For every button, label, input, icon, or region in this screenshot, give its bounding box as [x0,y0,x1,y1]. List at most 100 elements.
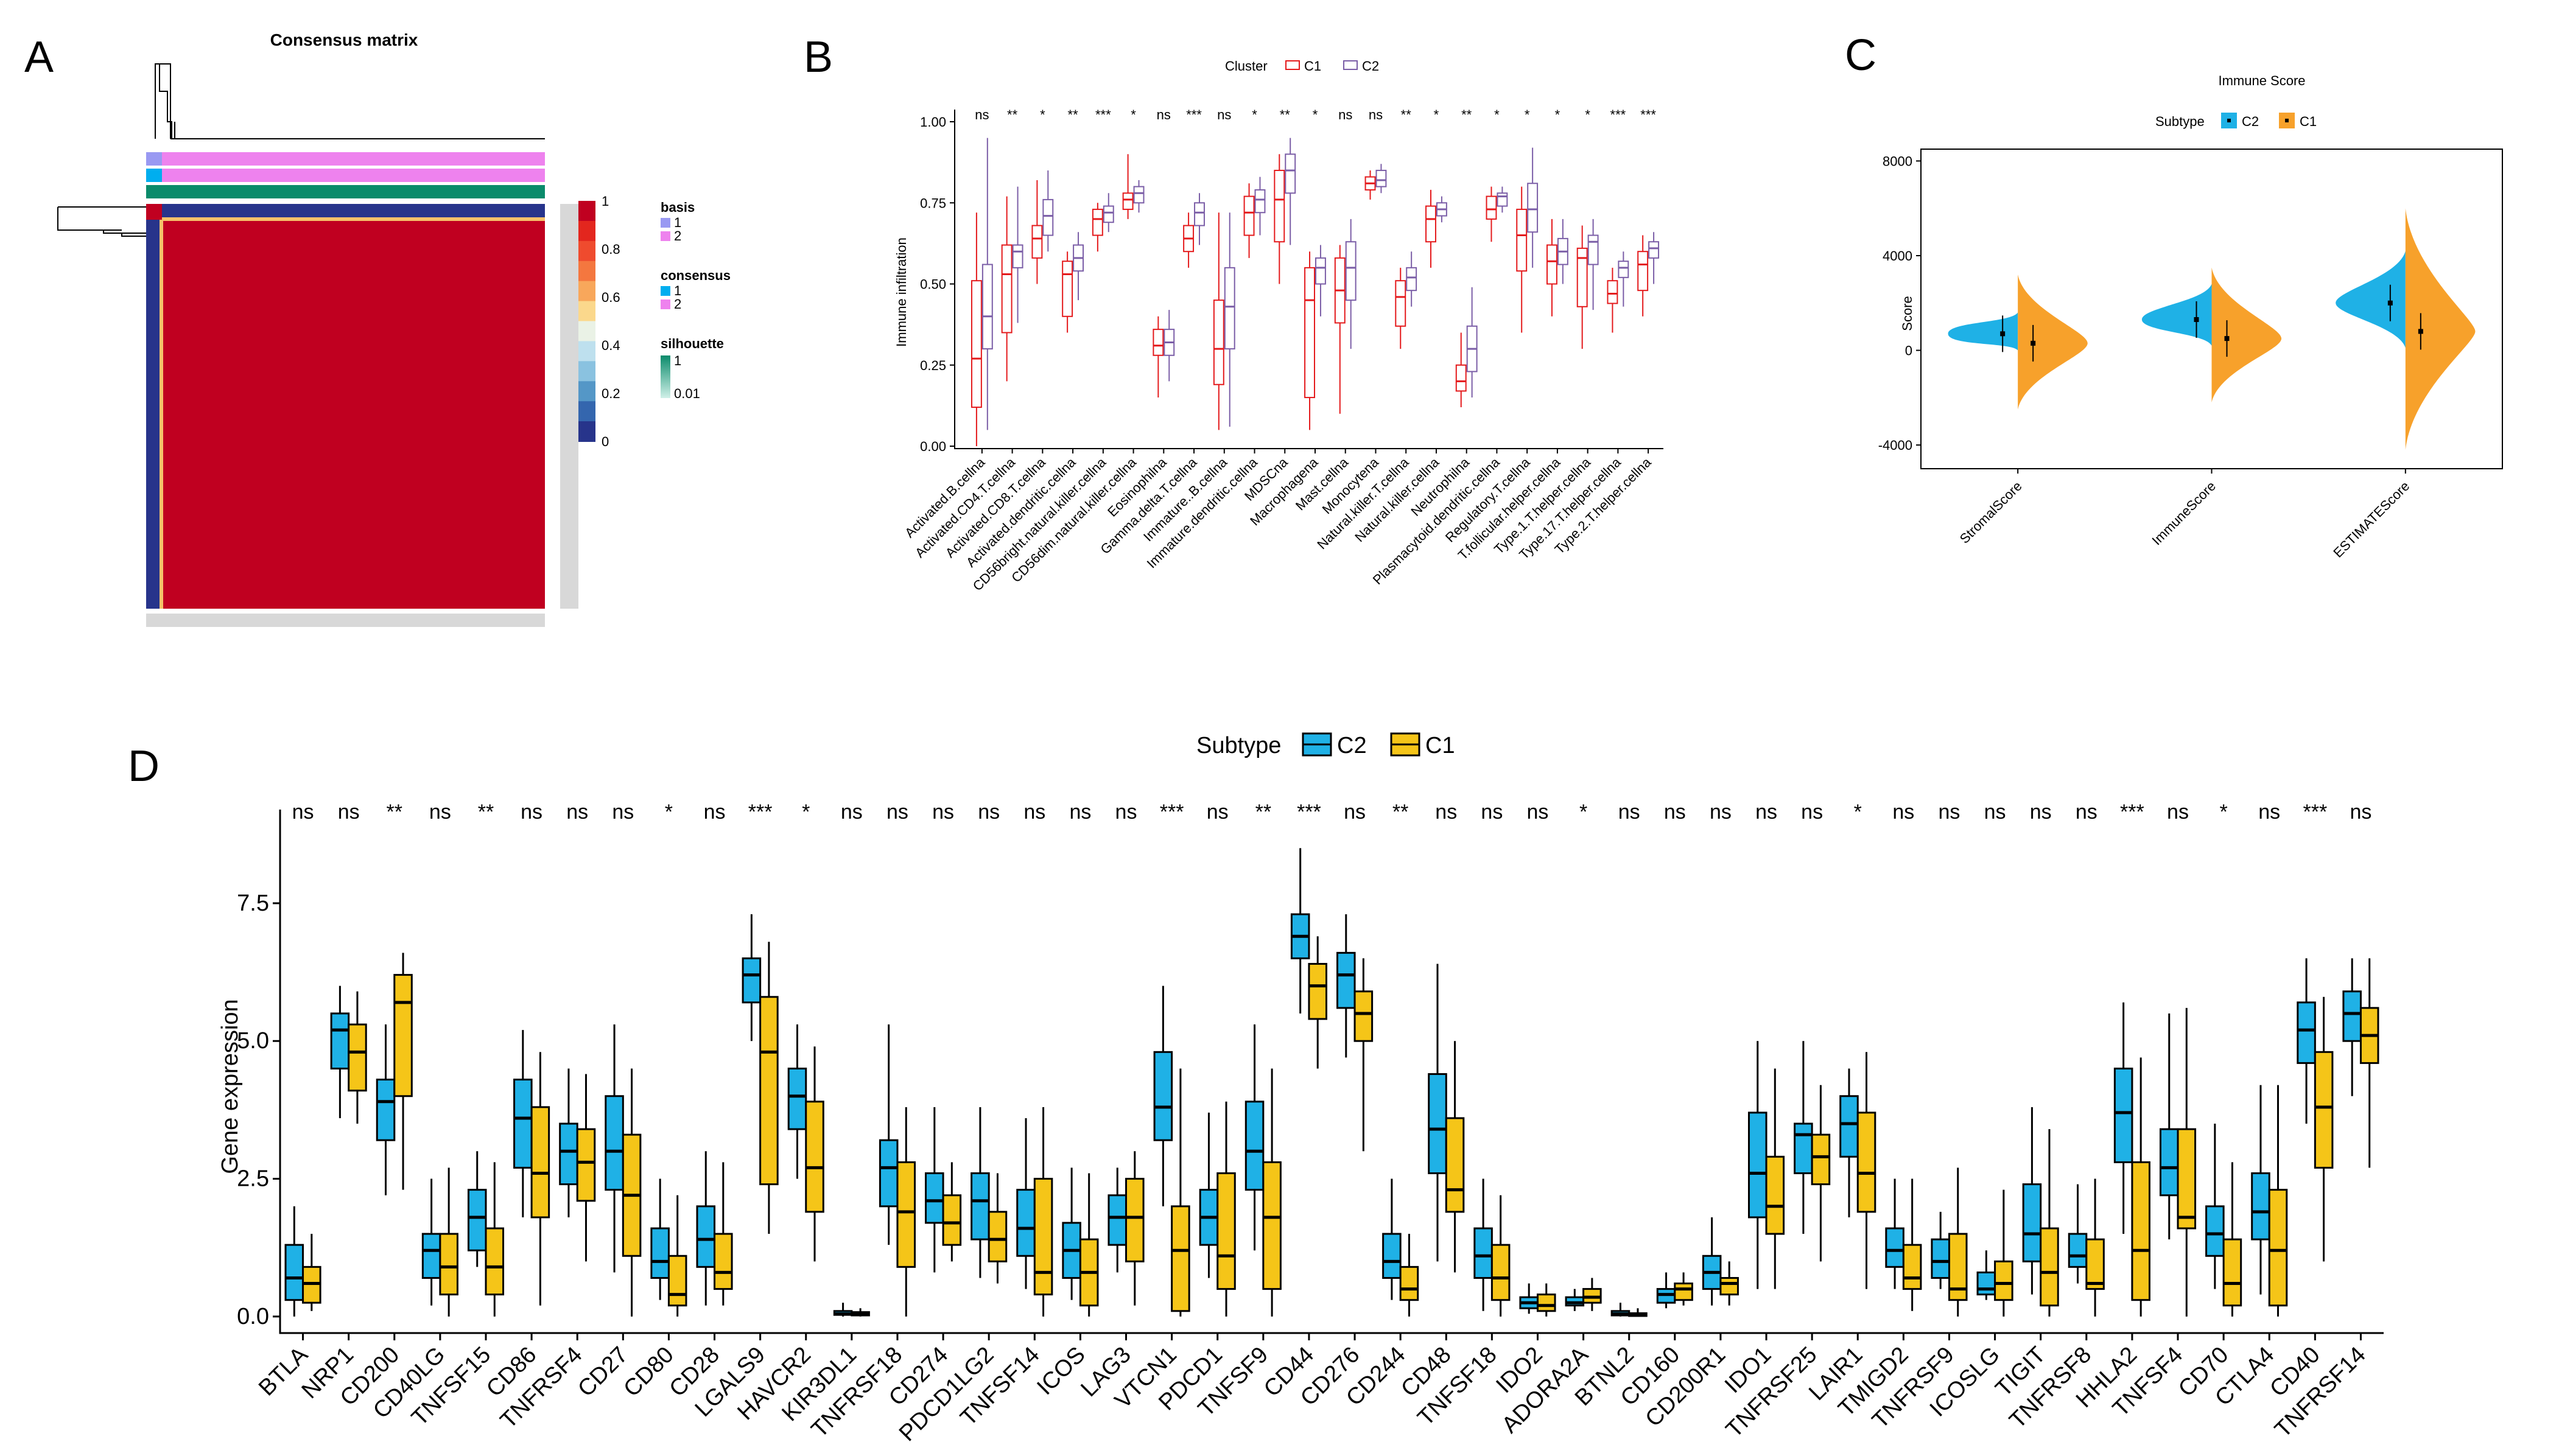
significance-label: * [1585,107,1590,122]
box-iqr [1486,195,1497,220]
basis-legend-swatch-1 [661,218,670,228]
box-iqr [1856,1111,1876,1213]
box-iqr [1107,1194,1128,1246]
box-iqr [330,1012,350,1069]
significance-label: ** [1392,800,1408,824]
box-iqr [1976,1271,1996,1296]
significance-label: *** [1095,107,1111,122]
colorbar-segment [578,281,595,302]
panel-c-ylabel: Score [1900,296,1915,331]
significance-label: ns [932,800,954,824]
silhouette-legend-title: silhouette [661,336,724,351]
significance-label: ns [1207,800,1229,824]
y-tick-label: 0.50 [920,277,946,292]
panel-b-axes [954,110,1663,449]
significance-label: ** [478,800,494,824]
colorbar-segment [578,381,595,402]
box-iqr [376,1079,396,1141]
significance-label: ns [1755,800,1777,824]
significance-label: ns [841,800,863,824]
cluster-legend-key [1285,60,1300,70]
box-iqr [1285,153,1296,194]
y-tick-label: 2.5 [237,1166,269,1192]
significance-label: ns [521,800,542,824]
colorbar-tick-label: 0.2 [602,386,620,401]
panel-a-consensus-heatmap: A Consensus matrix 10.80.60.40.20basis12… [24,30,731,627]
panel-c-letter: C [1845,31,1876,80]
heatmap-boundary-column [160,220,163,609]
significance-label: * [1252,107,1257,122]
significance-label: *** [1297,800,1321,824]
box-iqr [284,1244,304,1301]
box-iqr [605,1095,624,1191]
significance-label: ns [2258,800,2280,824]
box-iqr [1001,244,1013,334]
colorbar-tick-label: 0.4 [602,338,620,353]
box-iqr [1576,247,1588,307]
box-iqr [1224,267,1235,350]
panel-b-immune-infiltration: B Immune infiltration 0.00 0.25 0.50 0.75 1.… [804,33,1663,594]
box-iqr [971,1172,990,1241]
box-iqr [1399,1265,1419,1301]
x-tick-label: ImmuneScore [2149,478,2219,548]
significance-label: * [1131,107,1136,122]
box-iqr [559,1122,578,1186]
significance-label: ns [1217,107,1231,122]
box-iqr [1031,225,1043,259]
colorbar-segment [578,261,595,282]
box-iqr [1216,1172,1236,1290]
subtype-legend-title: Subtype [1196,733,1281,758]
significance-label: ** [1068,107,1079,122]
box-iqr [1353,990,1374,1042]
box-iqr [530,1106,550,1219]
significance-label: ns [1527,800,1549,824]
colorbar-segment [578,401,595,422]
box-iqr [1133,186,1145,204]
annotation-cell-cluster1 [146,152,162,166]
box-iqr [2222,1238,2242,1307]
basis-legend-title: basis [661,200,695,215]
significance-label: *** [1610,107,1626,122]
box-iqr [393,974,413,1097]
box-iqr [2068,1233,2088,1268]
heatmap-boundary-row [162,217,545,221]
significance-label: *** [2303,800,2327,824]
box-iqr [1516,208,1528,272]
subtype-legend-label: C1 [2300,114,2317,129]
box-iqr [1902,1244,1922,1290]
box-iqr [2314,1051,2334,1169]
box-iqr [2085,1238,2105,1290]
significance-label: ns [978,800,1000,824]
box-iqr [805,1101,824,1213]
annotation-cell-cluster1 [146,185,162,198]
significance-label: ns [1481,800,1503,824]
box-iqr [1382,1233,1402,1279]
significance-label: ** [1007,107,1018,122]
y-tick-label: 0.00 [920,439,946,454]
violin-half [2211,267,2282,403]
box-iqr [1092,208,1103,236]
significance-label: ** [1461,107,1472,122]
y-tick-label: 0.25 [920,358,946,373]
box-iqr [1254,189,1266,214]
violin-half [2141,284,2212,346]
significance-label: ns [1338,107,1352,122]
y-tick-label: 0.0 [237,1304,269,1329]
box-iqr [1125,1178,1145,1262]
box-iqr [2040,1227,2059,1307]
box-iqr [2342,990,2362,1042]
consensus-legend-label: 1 [674,283,681,298]
box-iqr [439,1233,458,1296]
box-iqr [1637,251,1649,292]
significance-label: ns [975,107,989,122]
colorbar-segment [578,301,595,322]
box-iqr [787,1067,807,1130]
significance-label: * [1494,107,1500,122]
significance-label: ns [1023,800,1045,824]
significance-label: ns [1435,800,1457,824]
box-iqr [1839,1095,1859,1158]
panel-b-letter: B [804,33,833,82]
panel-c-immune-score-violin: C Immune Score Score -4000 0 4000 8000 Strom… [1845,31,2503,561]
left-dendrogram [57,206,146,237]
